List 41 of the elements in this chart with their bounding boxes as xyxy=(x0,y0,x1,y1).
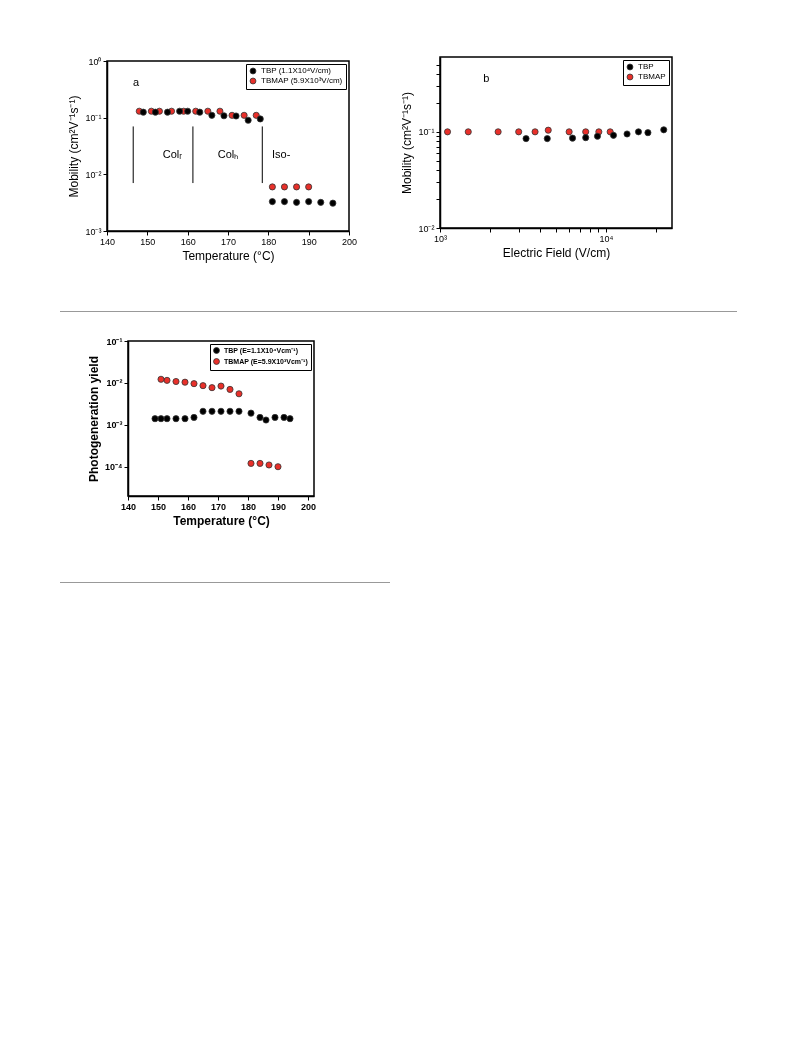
x-tick-label: 190 xyxy=(270,501,287,512)
y-tick-label: 10⁻² xyxy=(418,223,435,234)
x-tick-label: 140 xyxy=(120,501,137,512)
y-tick-label: 10⁻³ xyxy=(106,420,123,431)
x-tick-label: 190 xyxy=(301,236,317,247)
y-tick-label: 10⁻² xyxy=(106,378,123,389)
y-tick-label: 10⁻² xyxy=(85,169,102,180)
legend-label: TBMAP (5.9X10³V/cm) xyxy=(261,76,343,85)
x-axis-title: Temperature (°C) xyxy=(182,248,275,263)
annotation: Colᵣ xyxy=(162,147,183,160)
x-tick-label: 170 xyxy=(220,236,237,247)
annotation: Iso- xyxy=(272,147,291,160)
y-tick-label: 10⁻¹ xyxy=(106,336,123,347)
y-tick-label: 10⁻³ xyxy=(85,226,102,237)
x-tick-label: 200 xyxy=(300,501,317,512)
y-axis-title: Photogeneration yield xyxy=(87,355,102,483)
y-tick-label: 10⁻⁴ xyxy=(105,462,123,473)
annotation: Colₕ xyxy=(217,147,239,160)
annotation: a xyxy=(132,76,140,89)
x-tick-label: 200 xyxy=(341,236,358,247)
legend-label: TBP xyxy=(638,62,654,71)
annotation: b xyxy=(483,72,490,85)
x-tick-label: 150 xyxy=(140,236,156,247)
x-tick-label: 160 xyxy=(180,501,197,512)
x-tick-label: 180 xyxy=(261,236,277,247)
x-tick-label: 170 xyxy=(210,501,227,512)
x-tick-label: 10⁴ xyxy=(599,233,614,244)
y-tick-label: 10⁻¹ xyxy=(85,113,102,124)
y-tick-label: 10⁰ xyxy=(88,56,102,67)
y-axis-title: Mobility (cm²V⁻¹s⁻¹) xyxy=(67,95,82,198)
x-tick-label: 150 xyxy=(150,501,167,512)
y-axis-title: Mobility (cm²V⁻¹s⁻¹) xyxy=(400,92,415,194)
x-tick-label: 10³ xyxy=(433,233,448,244)
y-tick-label: 10⁻¹ xyxy=(418,127,435,138)
legend-label: TBMAP xyxy=(638,72,666,81)
x-tick-label: 160 xyxy=(180,236,196,247)
x-axis-title: Temperature (°C) xyxy=(173,513,270,528)
legend-label: TBP (1.1X10⁴V/cm) xyxy=(261,66,332,75)
x-tick-label: 140 xyxy=(99,236,116,247)
x-tick-label: 180 xyxy=(240,501,257,512)
x-axis-title: Electric Field (V/cm) xyxy=(502,245,611,260)
